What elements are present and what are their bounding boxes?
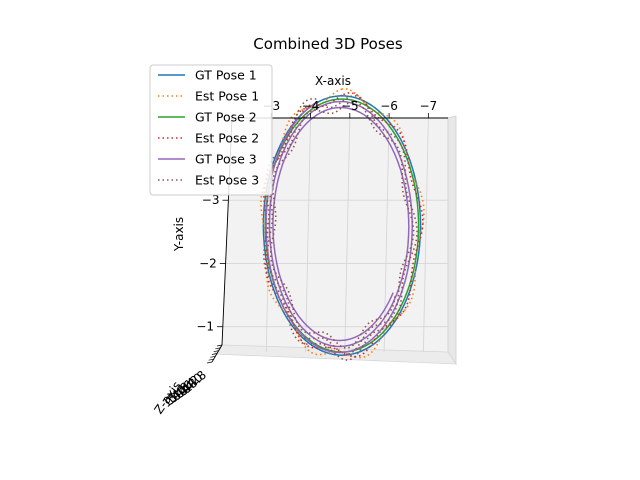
y-tick-label-2: −3 [202, 193, 220, 207]
z-tick-mark-0 [216, 344, 223, 347]
x-tick-label-2: −5 [341, 99, 359, 113]
x-tick-label-4: −7 [420, 99, 438, 113]
side-pane [447, 115, 457, 366]
legend-label-2: Est Pose 1 [195, 89, 259, 104]
series-line-1 [262, 95, 422, 356]
y-tick-label-0: −1 [196, 320, 214, 334]
series-group [260, 87, 425, 361]
grid-line-x-3 [383, 117, 390, 353]
grid-line-x-4 [422, 117, 429, 353]
z-tick-mark-6 [206, 361, 213, 364]
x-tick-label-1: −4 [302, 99, 320, 113]
legend-label-6: Est Pose 3 [195, 173, 259, 188]
grid [223, 117, 448, 353]
x-tick-label-3: −6 [380, 99, 398, 113]
legend-label-3: GT Pose 2 [195, 110, 257, 125]
legend-label-1: GT Pose 1 [195, 68, 257, 83]
legend: GT Pose 1 Est Pose 1 GT Pose 2 Est Pose 2 GT… [149, 64, 273, 196]
z-tick-mark-2 [213, 350, 219, 353]
series-line-5 [265, 100, 413, 354]
x-ticks: −3−4−5−6−7 [262, 99, 437, 118]
legend-label-4: Est Pose 2 [195, 131, 259, 146]
z-tick-mark-4 [210, 355, 216, 358]
legend-label-5: GT Pose 3 [195, 152, 257, 167]
legend-box [149, 64, 273, 196]
y-ticks: −1 −2 −3 [196, 193, 229, 334]
chart-title: Combined 3D Poses [253, 35, 403, 53]
y-axis-label: Y-axis [172, 217, 186, 252]
x-axis-label: X-axis [315, 74, 351, 88]
z-tick-mark-1 [215, 347, 221, 350]
series-line-6 [263, 95, 418, 361]
grid-line-x-1 [305, 117, 311, 353]
z-tick-mark-5 [208, 358, 214, 361]
grid-line-x-2 [344, 117, 351, 353]
z-tick-mark-3 [211, 353, 218, 355]
y-tick-label-1: −2 [199, 256, 217, 270]
